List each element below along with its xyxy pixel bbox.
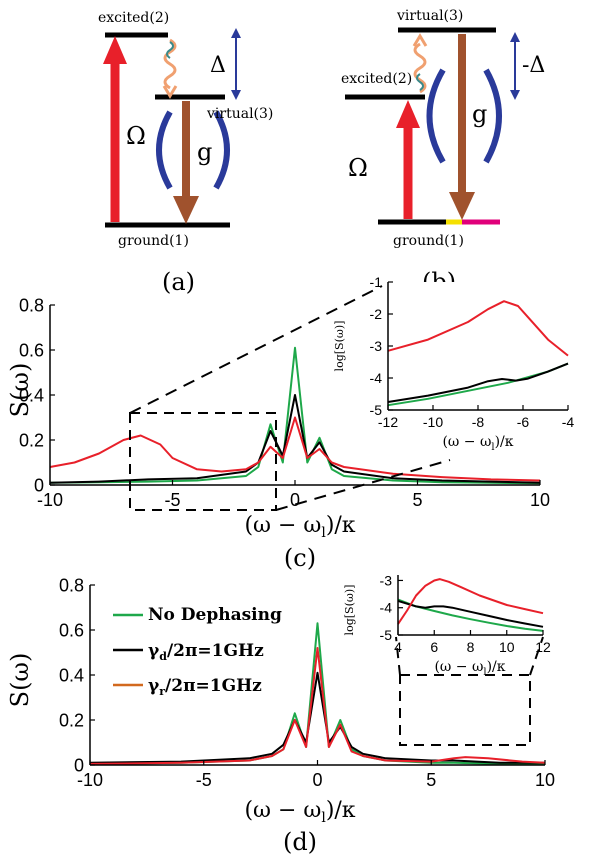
inset-c-series-2 xyxy=(387,300,569,357)
inset-c-series-1 xyxy=(387,362,569,403)
inset-d-series-2 xyxy=(397,578,544,625)
inset-c-xtick-label: -4 xyxy=(562,414,575,430)
plot-d-ytick-label: 0.4 xyxy=(59,665,84,685)
xlabel-d: (ω − ωl)/κ xyxy=(244,798,355,826)
plot-c-xtick-label: 10 xyxy=(530,490,550,510)
bracket-left-b xyxy=(426,68,446,164)
plot-d-ytick-label: 0.6 xyxy=(59,620,84,640)
legend-label-no-dephasing: No Dephasing xyxy=(148,605,282,625)
label-delta-b: -Δ xyxy=(522,53,545,78)
bracket-right-a xyxy=(213,110,230,190)
inset-c-xtick-label: -10 xyxy=(423,414,443,430)
plot-c-series-2 xyxy=(49,416,541,482)
zoom-line-right-d xyxy=(529,636,544,676)
legend-label-gamma-r: γr/2π=1GHz xyxy=(148,676,262,698)
inset-d-xtick-label: 4 xyxy=(394,639,402,655)
label-g-a: g xyxy=(197,138,212,166)
inset-c-xtick-label: -12 xyxy=(378,414,398,430)
panel-label-a: (a) xyxy=(162,268,195,296)
inset-d-ytick-label: -4 xyxy=(380,600,393,616)
decay-wave-a xyxy=(163,38,177,90)
ylabel-c: S(ω) xyxy=(6,363,34,418)
zoom-box-d xyxy=(399,674,531,746)
label-ground-b: ground(1) xyxy=(393,233,464,249)
inset-xlabel-c: (ω − ωl)/κ xyxy=(442,434,513,453)
plot-c-ytick-label: 0.2 xyxy=(19,430,44,450)
inset-d-ytick-label: -5 xyxy=(380,627,393,643)
inset-c-xtick-label: -8 xyxy=(472,414,485,430)
label-omega-a: Ω xyxy=(126,122,146,150)
inset-d-xtick-label: 8 xyxy=(467,639,475,655)
inset-d-xtick-label: 10 xyxy=(499,639,515,655)
plot-c-xtick-label: 0 xyxy=(290,490,300,510)
inset-c: -12 -10 -8 -6 -4 -1 -2 -3 -4 -5 log[S(ω)] (ω − ωl… xyxy=(333,274,574,453)
inset-d-xtick-label: 6 xyxy=(430,639,438,655)
plot-c-xtick-label: 5 xyxy=(412,490,422,510)
inset-ylabel-c: log[S(ω)] xyxy=(333,321,346,372)
plot-d-ytick-label: 0.2 xyxy=(59,710,84,730)
inset-ylabel-d: log[S(ω)] xyxy=(343,585,356,636)
plot-c-series-1 xyxy=(49,394,541,484)
label-delta-a: Δ xyxy=(210,53,226,78)
zoom-line-top-c xyxy=(129,285,383,414)
inset-d: 4 6 8 10 12 -3 -4 -5 log[S(ω)] (ω − ωl)/κ xyxy=(343,572,551,678)
panel-label-c: (c) xyxy=(284,544,316,572)
diagram-b: virtual(3) excited(2) ground(1) Ω g -Δ (… xyxy=(341,8,545,296)
plot-c-ytick-label: 0 xyxy=(34,475,44,495)
diagram-a: excited(2) virtual(3) ground(1) Ω g Δ (a… xyxy=(98,10,273,296)
inset-c-ytick-label: -4 xyxy=(370,370,383,386)
label-ground-a: ground(1) xyxy=(118,233,189,249)
inset-d-xtick-label: 12 xyxy=(535,639,551,655)
label-omega-b: Ω xyxy=(348,154,368,182)
bracket-right-b xyxy=(483,68,502,164)
decay-wave-b xyxy=(413,42,427,94)
legend-label-gamma-d: γd/2π=1GHz xyxy=(148,641,264,663)
plot-c-series-0 xyxy=(49,346,541,485)
label-excited-a: excited(2) xyxy=(98,10,169,26)
plot-c-ytick-label: 0.8 xyxy=(19,295,44,315)
bracket-left-a xyxy=(156,110,173,190)
inset-c-ytick-label: -1 xyxy=(370,274,383,290)
label-virtual-b: virtual(3) xyxy=(396,8,463,24)
label-excited-b: excited(2) xyxy=(341,71,412,87)
ylabel-d: S(ω) xyxy=(6,653,34,708)
inset-d-series-1 xyxy=(397,599,544,628)
panel-label-d: (d) xyxy=(283,828,317,856)
plot-d-xtick-label: 0 xyxy=(312,770,322,790)
inset-c-ytick-label: -5 xyxy=(370,402,383,418)
plot-d-ytick-label: 0.8 xyxy=(59,575,84,595)
xlabel-c: (ω − ωl)/κ xyxy=(244,513,355,541)
inset-xlabel-d: (ω − ωl)/κ xyxy=(434,659,505,678)
plot-d-ytick-label: 0 xyxy=(74,755,84,775)
plot-d-xtick-label: 5 xyxy=(426,770,436,790)
plot-c-xtick-label: -10 xyxy=(37,490,63,510)
label-virtual-a: virtual(3) xyxy=(206,106,273,122)
zoom-line-left-d xyxy=(395,636,401,676)
inset-c-ytick-label: -2 xyxy=(370,306,383,322)
legend-d: No Dephasing γd/2π=1GHz γr/2π=1GHz xyxy=(113,605,282,698)
inset-c-xtick-label: -6 xyxy=(517,414,530,430)
plot-d-series-2 xyxy=(89,647,546,765)
plot-d-xtick-label: 10 xyxy=(535,770,555,790)
plot-d-xtick-label: -10 xyxy=(77,770,103,790)
inset-d-ytick-label: -3 xyxy=(380,572,393,588)
plot-d-xtick-label: -5 xyxy=(196,770,212,790)
plot-c-xtick-label: -5 xyxy=(164,490,180,510)
plot-c-ytick-label: 0.4 xyxy=(19,385,44,405)
plot-c-ytick-label: 0.6 xyxy=(19,340,44,360)
zoom-box-c xyxy=(129,412,277,511)
inset-c-ytick-label: -3 xyxy=(370,338,383,354)
plot-c: -10 -5 0 5 10 0 0.2 0.4 0.6 0.8 S(ω) (ω − ωl)/κ (… xyxy=(6,274,574,572)
label-g-b: g xyxy=(472,100,487,128)
plot-d: -10 -5 0 5 10 0 0.2 0.4 0.6 0.8 S(ω) (ω − ωl)/κ (… xyxy=(6,572,555,856)
